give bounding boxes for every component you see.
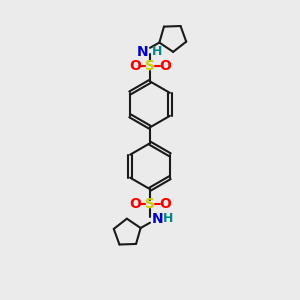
Text: N: N (137, 45, 148, 59)
Text: O: O (129, 197, 141, 212)
Text: S: S (145, 59, 155, 73)
Text: H: H (152, 45, 163, 58)
Text: H: H (163, 212, 174, 225)
Text: O: O (159, 197, 171, 212)
Text: S: S (145, 197, 155, 212)
Text: O: O (159, 59, 171, 73)
Text: O: O (129, 59, 141, 73)
Text: N: N (152, 212, 163, 226)
